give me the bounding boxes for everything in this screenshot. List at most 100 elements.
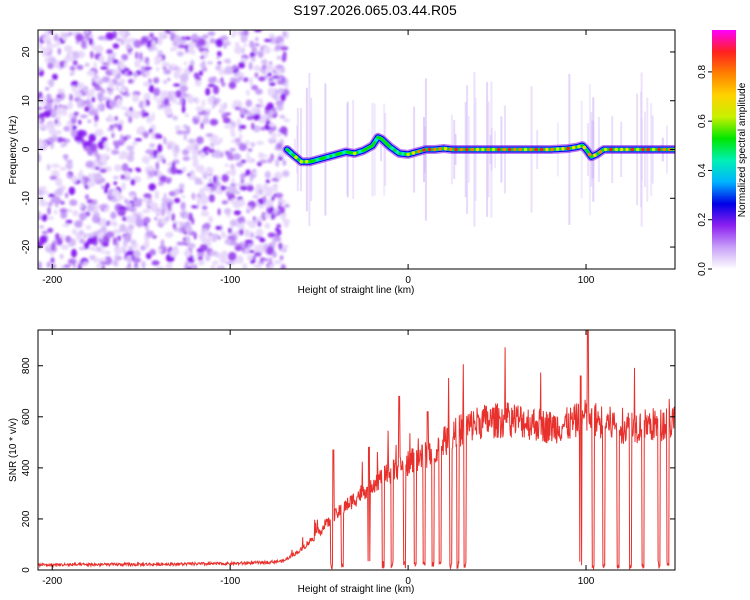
- noise-speckle: [51, 163, 60, 168]
- noise-speckle: [240, 34, 248, 43]
- noise-speckle: [254, 72, 259, 78]
- noise-speckle: [157, 181, 164, 186]
- noise-speckle: [238, 61, 246, 69]
- noise-speckle: [276, 80, 285, 85]
- noise-speckle: [41, 214, 48, 222]
- noise-speckle: [224, 66, 228, 75]
- noise-speckle: [156, 135, 163, 139]
- noise-speckle: [101, 177, 106, 183]
- noise-speckle: [232, 100, 242, 104]
- noise-speckle: [77, 263, 82, 269]
- noise-speckle: [198, 233, 206, 240]
- noise-speckle: [74, 220, 83, 228]
- tone-dot: [427, 147, 432, 152]
- noise-speckle: [93, 247, 98, 251]
- tone-dot: [635, 147, 640, 152]
- tone-dot: [603, 147, 608, 152]
- noise-speckle: [201, 34, 209, 39]
- noise-speckle: [221, 82, 226, 87]
- noise-speckle: [261, 59, 268, 65]
- noise-speckle: [264, 223, 271, 229]
- noise-speckle: [47, 216, 55, 220]
- noise-speckle: [192, 158, 199, 166]
- noise-speckle: [112, 69, 119, 76]
- harmonic-streak: [592, 97, 595, 202]
- noise-speckle: [252, 195, 259, 199]
- noise-speckle: [155, 161, 160, 171]
- noise-speckle: [279, 46, 289, 51]
- spectrogram-y-label: Frequency (Hz): [8, 116, 19, 185]
- noise-speckle: [97, 258, 107, 262]
- harmonic-streak: [296, 108, 299, 191]
- noise-speckle: [193, 143, 199, 151]
- noise-speckle: [83, 233, 87, 239]
- noise-speckle: [238, 133, 243, 140]
- noise-speckle: [47, 206, 51, 215]
- tone-dot: [347, 150, 352, 155]
- noise-speckle: [119, 223, 127, 233]
- tone-dot: [667, 147, 672, 152]
- noise-speckle: [47, 44, 51, 53]
- snr-y-label: SNR (10 * v/v): [8, 418, 19, 482]
- noise-speckle: [57, 47, 61, 55]
- noise-speckle: [256, 244, 266, 254]
- noise-speckle: [225, 58, 231, 64]
- noise-speckle: [212, 85, 220, 95]
- noise-speckle: [218, 67, 223, 76]
- noise-speckle: [59, 166, 66, 171]
- noise-speckle: [185, 235, 191, 245]
- noise-speckle: [39, 200, 48, 207]
- noise-speckle: [261, 211, 267, 221]
- noise-speckle: [266, 246, 275, 256]
- noise-speckle: [63, 45, 73, 52]
- noise-speckle: [127, 70, 133, 76]
- noise-speckle: [149, 143, 156, 148]
- tone-dot: [513, 147, 517, 152]
- tone-dot: [459, 147, 464, 152]
- noise-speckle: [244, 239, 254, 244]
- noise-speckle: [71, 85, 76, 93]
- snr-y-ticks: 0 200 400 600 800: [21, 357, 675, 573]
- noise-speckle: [231, 132, 236, 138]
- noise-speckle: [120, 106, 128, 110]
- tone-dot: [529, 147, 533, 152]
- noise-speckle: [38, 106, 43, 111]
- noise-speckle: [77, 83, 83, 89]
- tone-dot: [497, 147, 501, 152]
- noise-speckle: [247, 148, 253, 152]
- snr-x-tick-label: -200: [42, 576, 62, 587]
- noise-speckle: [246, 220, 253, 225]
- noise-speckle: [93, 172, 103, 181]
- noise-speckle: [188, 242, 196, 249]
- noise-speckle: [251, 56, 256, 62]
- noise-speckle: [187, 259, 195, 263]
- noise-speckle: [60, 143, 65, 148]
- harmonic-streak: [380, 137, 383, 162]
- noise-speckle: [244, 230, 252, 238]
- noise-speckle: [165, 231, 174, 238]
- noise-speckle: [173, 197, 181, 204]
- noise-speckle: [241, 247, 245, 252]
- noise-speckle: [191, 149, 199, 156]
- noise-speckle: [268, 139, 277, 143]
- noise-speckle: [156, 152, 162, 161]
- noise-speckle: [175, 169, 184, 174]
- tone-dot: [417, 149, 421, 154]
- noise-speckle: [88, 37, 94, 46]
- noise-speckle: [94, 86, 103, 91]
- noise-speckle: [141, 155, 150, 164]
- noise-speckle: [208, 76, 216, 84]
- noise-speckle: [79, 169, 83, 177]
- noise-speckle: [108, 80, 114, 90]
- noise-speckle: [69, 72, 75, 76]
- noise-speckle: [253, 113, 261, 121]
- tone-dot: [566, 146, 570, 151]
- noise-speckle: [199, 70, 203, 76]
- noise-speckle: [217, 61, 222, 65]
- tone-dot: [401, 152, 405, 156]
- noise-speckle: [154, 47, 158, 52]
- noise-speckle: [118, 156, 124, 160]
- noise-speckle: [133, 72, 139, 77]
- noise-speckle: [275, 159, 280, 168]
- noise-speckle: [123, 38, 132, 44]
